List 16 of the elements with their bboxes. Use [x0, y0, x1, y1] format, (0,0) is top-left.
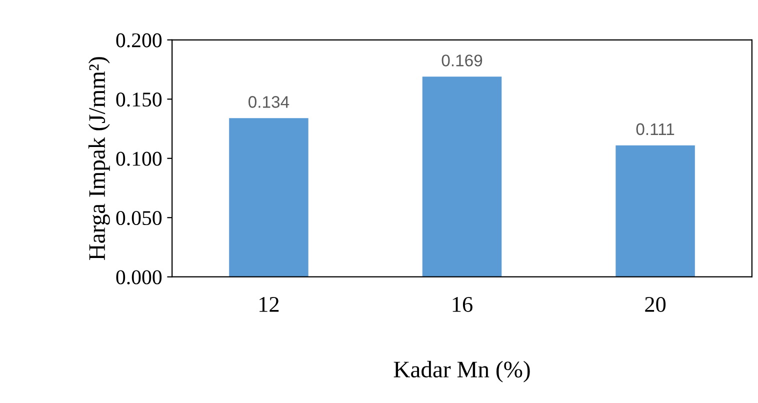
y-tick-label: 0.150: [116, 92, 162, 107]
y-tick-label: 0.050: [116, 210, 162, 226]
x-axis-title: Kadar Mn (%): [394, 360, 530, 382]
x-tick-label: 12: [260, 297, 279, 312]
data-label: 0.134: [248, 96, 290, 108]
bar: [422, 76, 502, 277]
y-tick-label: 0.100: [116, 152, 162, 166]
y-tick-label: 0.200: [116, 33, 162, 48]
y-tick-label: 0.000: [116, 270, 162, 284]
data-label: 0.111: [636, 123, 674, 136]
x-tick-label: 20: [645, 296, 666, 312]
data-label: 0.169: [442, 54, 482, 66]
x-tick-label: 16: [452, 297, 472, 312]
y-axis-title: Harga Impak (J/mm²): [88, 57, 110, 260]
bar: [229, 118, 308, 277]
bar: [616, 145, 695, 277]
